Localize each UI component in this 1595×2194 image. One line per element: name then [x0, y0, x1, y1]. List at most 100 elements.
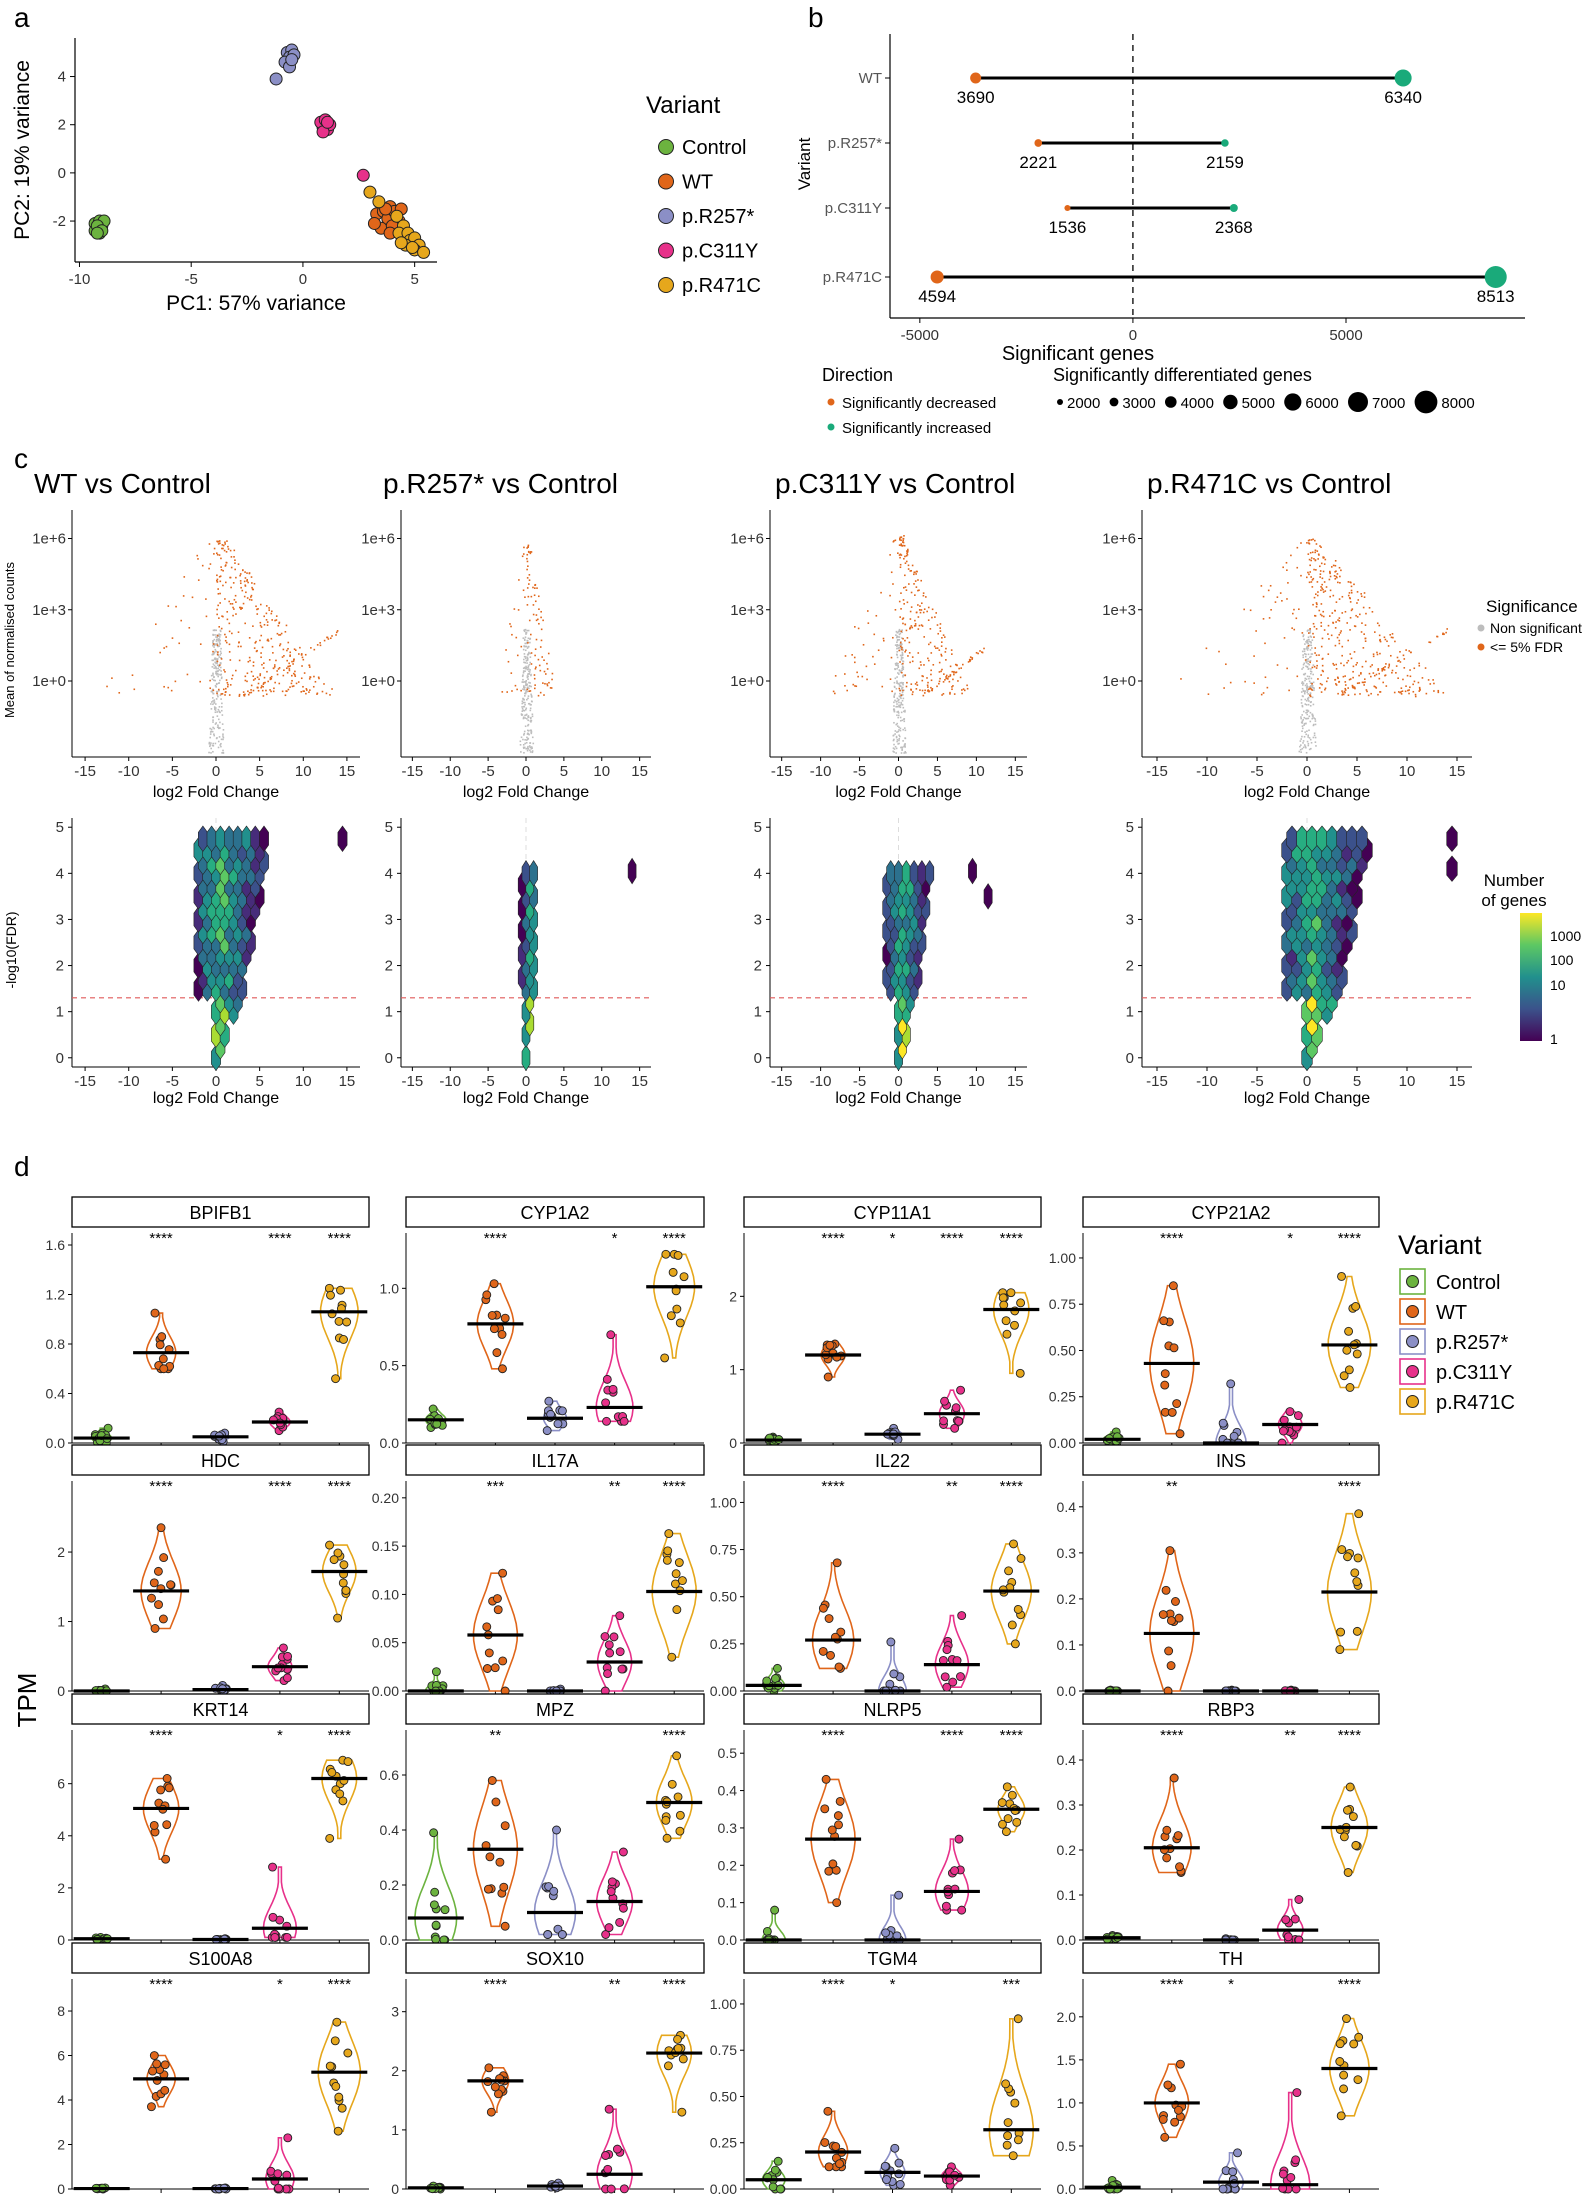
violin-y-tick-label: 0.15: [372, 1538, 399, 1554]
ma-point-sig: [1309, 661, 1311, 664]
ma-point-sig: [216, 578, 219, 581]
ma-point-nonsig: [523, 658, 525, 661]
ma-point-nonsig: [896, 739, 899, 741]
ma-point-sig: [233, 556, 235, 558]
ma-point-nonsig: [526, 647, 529, 649]
ma-point-sig: [275, 615, 278, 617]
ma-point-sig: [248, 637, 251, 639]
ma-point-sig: [1321, 577, 1324, 580]
violin-point: [166, 1580, 175, 1590]
violin-point: [1293, 1411, 1303, 1421]
ma-point-nonsig: [899, 644, 901, 646]
violin-point: [1345, 1383, 1355, 1392]
ma-point-nonsig: [1298, 750, 1301, 753]
panel-label-d: d: [14, 1151, 30, 1182]
ma-point-sig: [969, 656, 972, 658]
ma-point-sig: [1253, 682, 1255, 684]
ma-point-nonsig: [530, 673, 532, 676]
violin-point: [1354, 1509, 1364, 1519]
ma-point-sig: [1382, 667, 1385, 669]
ma-point-sig: [1332, 662, 1334, 665]
ma-point-sig: [1320, 603, 1323, 605]
ma-point-sig: [923, 692, 926, 694]
violin-point: [325, 1833, 335, 1843]
ma-point-nonsig: [530, 732, 533, 735]
violin-y-tick-label: 0.0: [46, 1435, 66, 1451]
ma-point-sig: [1376, 651, 1378, 654]
violin-y-tick-label: 1.2: [46, 1287, 66, 1303]
ma-point-sig: [216, 644, 219, 646]
ma-point-sig: [1316, 603, 1318, 606]
ma-point-sig: [246, 597, 249, 599]
ma-point-nonsig: [901, 703, 904, 706]
violin-point: [618, 1903, 628, 1913]
ma-point-sig: [952, 685, 954, 687]
ma-point-sig: [1339, 632, 1342, 634]
ma-y-tick-label: 1e+0: [361, 673, 395, 690]
violin-point: [1010, 1320, 1019, 1330]
ma-point-sig: [975, 651, 978, 654]
ma-point-nonsig: [1307, 744, 1310, 747]
ma-point-sig: [266, 670, 268, 673]
ma-point-nonsig: [222, 733, 224, 736]
ma-point-sig: [267, 680, 269, 683]
ma-point-nonsig: [527, 702, 530, 705]
volcano-y-tick-label: 5: [56, 819, 64, 836]
ma-point-nonsig: [899, 654, 902, 657]
ma-point-sig: [1331, 612, 1334, 614]
ma-point-sig: [178, 642, 181, 645]
violin-point: [667, 1779, 677, 1789]
ma-point-sig: [1330, 634, 1333, 637]
violin-point: [662, 1555, 672, 1565]
ma-point-sig: [1338, 617, 1341, 619]
violin-point: [1160, 1380, 1170, 1390]
ma-point-nonsig: [522, 667, 525, 670]
ma-point-sig: [1342, 675, 1345, 678]
ma-point-nonsig: [1303, 638, 1305, 641]
ma-point-sig: [1379, 639, 1381, 642]
ma-point-sig: [230, 556, 233, 558]
ma-point-sig: [1390, 636, 1393, 639]
ma-point-nonsig: [1307, 636, 1310, 639]
ma-point-sig: [538, 664, 541, 667]
ma-point-sig: [229, 603, 232, 605]
ma-point-sig: [1334, 564, 1337, 567]
ma-point-nonsig: [901, 669, 903, 672]
ma-point-sig: [278, 622, 280, 625]
ma-point-sig: [901, 648, 903, 651]
ma-point-sig: [155, 623, 157, 626]
ma-point-nonsig: [901, 651, 904, 654]
ma-point-sig: [159, 651, 161, 654]
ma-point-sig: [917, 616, 920, 618]
ma-point-nonsig: [218, 689, 220, 692]
violin-point: [431, 1934, 441, 1944]
violin-point: [956, 1385, 966, 1395]
ma-point-sig: [1353, 625, 1356, 627]
ma-point-nonsig: [525, 633, 527, 635]
ma-point-sig: [528, 619, 531, 622]
ma-point-nonsig: [213, 629, 216, 632]
ma-point-nonsig: [1306, 713, 1309, 716]
ma-point-sig: [1358, 682, 1361, 684]
violin-outline: [533, 1829, 577, 1936]
ma-point-nonsig: [524, 667, 527, 670]
violin-point: [159, 1364, 169, 1374]
ma-point-sig: [270, 675, 273, 678]
ma-point-nonsig: [524, 703, 526, 706]
ma-point-sig: [1207, 693, 1210, 695]
ma-point-sig: [899, 645, 902, 648]
ma-point-sig: [222, 584, 224, 587]
violin-y-tick-label: 0.0: [1057, 1932, 1077, 1948]
ma-point-nonsig: [1300, 738, 1303, 740]
violin-point: [1013, 2135, 1023, 2145]
ma-point-sig: [1319, 613, 1322, 616]
violin-point: [834, 1820, 843, 1830]
ma-point-nonsig: [1304, 653, 1306, 655]
ma-point-nonsig: [896, 667, 898, 670]
ma-point-nonsig: [522, 637, 525, 639]
ma-point-nonsig: [524, 636, 527, 639]
violin-point: [957, 1611, 967, 1621]
ma-point-sig: [529, 552, 532, 555]
ma-point-sig: [1347, 659, 1350, 662]
